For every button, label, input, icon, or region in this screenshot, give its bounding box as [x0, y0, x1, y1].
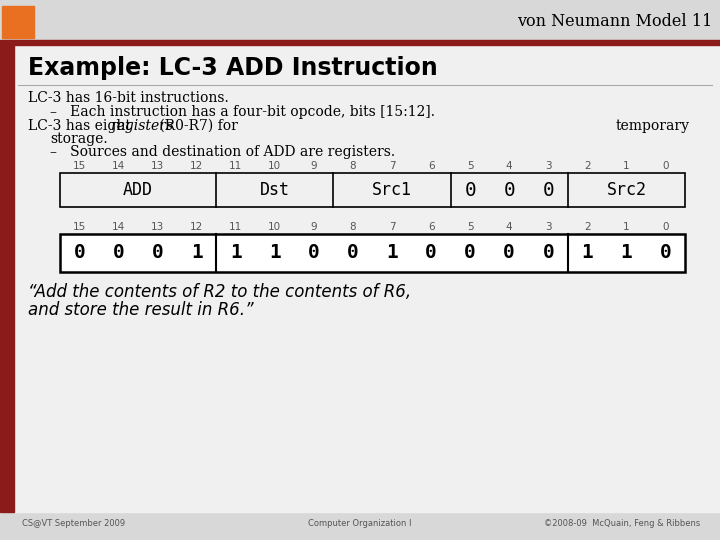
- Text: Dst: Dst: [260, 181, 290, 199]
- Text: and store the result in R6.”: and store the result in R6.”: [28, 301, 253, 319]
- Text: 0: 0: [503, 180, 515, 199]
- Text: 9: 9: [310, 222, 318, 232]
- Text: 0: 0: [308, 244, 320, 262]
- Text: Computer Organization I: Computer Organization I: [308, 519, 412, 529]
- Text: 2: 2: [584, 161, 590, 171]
- Text: Src1: Src1: [372, 181, 412, 199]
- Text: 15: 15: [73, 161, 86, 171]
- Text: 0: 0: [503, 244, 515, 262]
- Text: 13: 13: [151, 161, 164, 171]
- Text: 1: 1: [582, 244, 593, 262]
- Text: 11: 11: [229, 222, 243, 232]
- Text: temporary: temporary: [616, 119, 690, 133]
- Text: 1: 1: [623, 222, 630, 232]
- Text: 1: 1: [230, 244, 242, 262]
- Text: von Neumann Model 11: von Neumann Model 11: [517, 12, 712, 30]
- Text: 10: 10: [269, 222, 282, 232]
- Text: 0: 0: [662, 161, 669, 171]
- Text: (R0-R7) for: (R0-R7) for: [155, 119, 238, 133]
- Text: Src2: Src2: [606, 181, 647, 199]
- Text: 0: 0: [426, 244, 437, 262]
- Text: 12: 12: [190, 161, 203, 171]
- Text: 14: 14: [112, 222, 125, 232]
- Text: 0: 0: [347, 244, 359, 262]
- Bar: [0, 45, 720, 512]
- Text: 10: 10: [269, 161, 282, 171]
- Text: 1: 1: [269, 244, 281, 262]
- Text: 14: 14: [112, 161, 125, 171]
- Bar: [0, 45, 14, 512]
- Text: 5: 5: [467, 161, 474, 171]
- Text: 4: 4: [506, 222, 513, 232]
- Text: registers: registers: [109, 119, 173, 133]
- Text: ©2008-09  McQuain, Feng & Ribbens: ©2008-09 McQuain, Feng & Ribbens: [544, 519, 700, 529]
- Bar: [60, 234, 685, 272]
- Bar: [0, 40, 720, 45]
- Text: 0: 0: [662, 222, 669, 232]
- Text: ADD: ADD: [123, 181, 153, 199]
- Text: 9: 9: [310, 161, 318, 171]
- Text: 2: 2: [584, 222, 590, 232]
- Text: 4: 4: [506, 161, 513, 171]
- Text: 6: 6: [428, 222, 434, 232]
- Text: 8: 8: [350, 222, 356, 232]
- Text: 3: 3: [545, 161, 552, 171]
- Text: 0: 0: [464, 244, 476, 262]
- Bar: [2, 6, 34, 38]
- Text: 1: 1: [191, 244, 202, 262]
- Text: 13: 13: [151, 222, 164, 232]
- Text: LC-3 has eight: LC-3 has eight: [28, 119, 135, 133]
- Text: 11: 11: [229, 161, 243, 171]
- Text: 0: 0: [660, 244, 671, 262]
- Text: 1: 1: [623, 161, 630, 171]
- Text: 0: 0: [464, 180, 476, 199]
- Text: –   Sources and destination of ADD are registers.: – Sources and destination of ADD are reg…: [50, 145, 395, 159]
- Text: 0: 0: [73, 244, 86, 262]
- Text: 7: 7: [389, 222, 395, 232]
- Text: “Add the contents of R2 to the contents of R6,: “Add the contents of R2 to the contents …: [28, 283, 411, 301]
- Text: 6: 6: [428, 161, 434, 171]
- Text: 1: 1: [621, 244, 632, 262]
- Text: Example: LC-3 ADD Instruction: Example: LC-3 ADD Instruction: [28, 56, 438, 80]
- Text: 0: 0: [542, 244, 554, 262]
- Text: 12: 12: [190, 222, 203, 232]
- Text: 7: 7: [389, 161, 395, 171]
- Text: 15: 15: [73, 222, 86, 232]
- Text: 3: 3: [545, 222, 552, 232]
- Text: 5: 5: [467, 222, 474, 232]
- Text: storage.: storage.: [50, 132, 107, 146]
- Text: 8: 8: [350, 161, 356, 171]
- Text: 0: 0: [113, 244, 125, 262]
- Text: CS@VT September 2009: CS@VT September 2009: [22, 519, 125, 529]
- Text: 1: 1: [386, 244, 398, 262]
- Bar: [60, 173, 685, 207]
- Text: 0: 0: [542, 180, 554, 199]
- Text: 0: 0: [152, 244, 163, 262]
- Text: –   Each instruction has a four-bit opcode, bits [15:12].: – Each instruction has a four-bit opcode…: [50, 105, 435, 119]
- Text: LC-3 has 16-bit instructions.: LC-3 has 16-bit instructions.: [28, 91, 229, 105]
